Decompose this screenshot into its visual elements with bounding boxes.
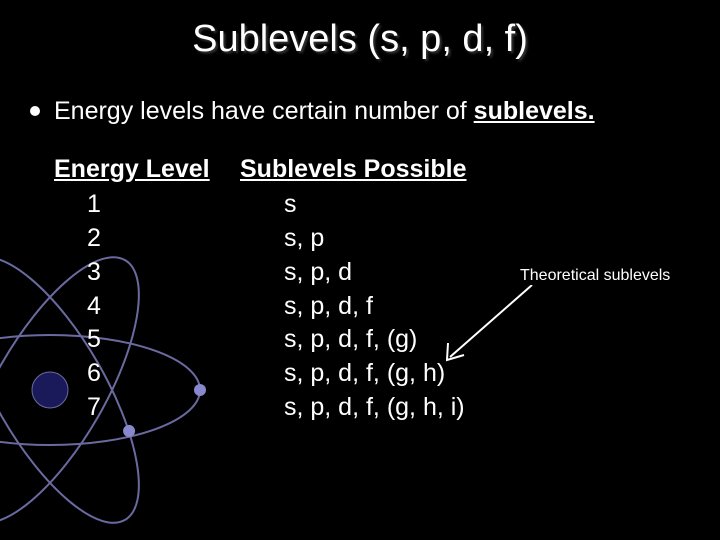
bullet-item: Energy levels have certain number of sub…	[30, 96, 700, 127]
header-energy-level: Energy Level	[54, 155, 240, 184]
table-row: 1 s	[54, 188, 700, 222]
cell-sublevels: s, p, d, f, (g)	[134, 323, 417, 357]
table-row: 2 s, p	[54, 222, 700, 256]
cell-sublevels: s, p, d, f, (g, h, i)	[134, 391, 465, 425]
cell-sublevels: s, p, d, f, (g, h)	[134, 357, 445, 391]
table-row: 6 s, p, d, f, (g, h)	[54, 357, 700, 391]
cell-level: 6	[54, 357, 134, 391]
cell-level: 1	[54, 188, 134, 222]
cell-level: 7	[54, 391, 134, 425]
annotation-theoretical: Theoretical sublevels	[520, 267, 700, 285]
slide-content: Energy levels have certain number of sub…	[30, 96, 700, 425]
table-row: 5 s, p, d, f, (g)	[54, 323, 700, 357]
cell-level: 3	[54, 256, 134, 290]
bullet-dot-icon	[30, 106, 40, 116]
cell-sublevels: s, p, d	[134, 256, 352, 290]
cell-level: 5	[54, 323, 134, 357]
cell-level: 2	[54, 222, 134, 256]
table-row: 7 s, p, d, f, (g, h, i)	[54, 391, 700, 425]
bullet-underlined: sublevels.	[474, 97, 595, 125]
cell-sublevels: s	[134, 188, 297, 222]
cell-level: 4	[54, 290, 134, 324]
sublevels-table: Energy Level Sublevels Possible 1 s 2 s,…	[54, 155, 700, 424]
table-headers: Energy Level Sublevels Possible	[54, 155, 700, 184]
header-sublevels-possible: Sublevels Possible	[240, 155, 467, 184]
cell-sublevels: s, p, d, f	[134, 290, 373, 324]
cell-sublevels: s, p	[134, 222, 324, 256]
slide-title: Sublevels (s, p, d, f)	[0, 0, 720, 61]
bullet-text: Energy levels have certain number of sub…	[54, 96, 595, 127]
bullet-prefix: Energy levels have certain number of	[54, 97, 474, 125]
table-row: 4 s, p, d, f	[54, 290, 700, 324]
